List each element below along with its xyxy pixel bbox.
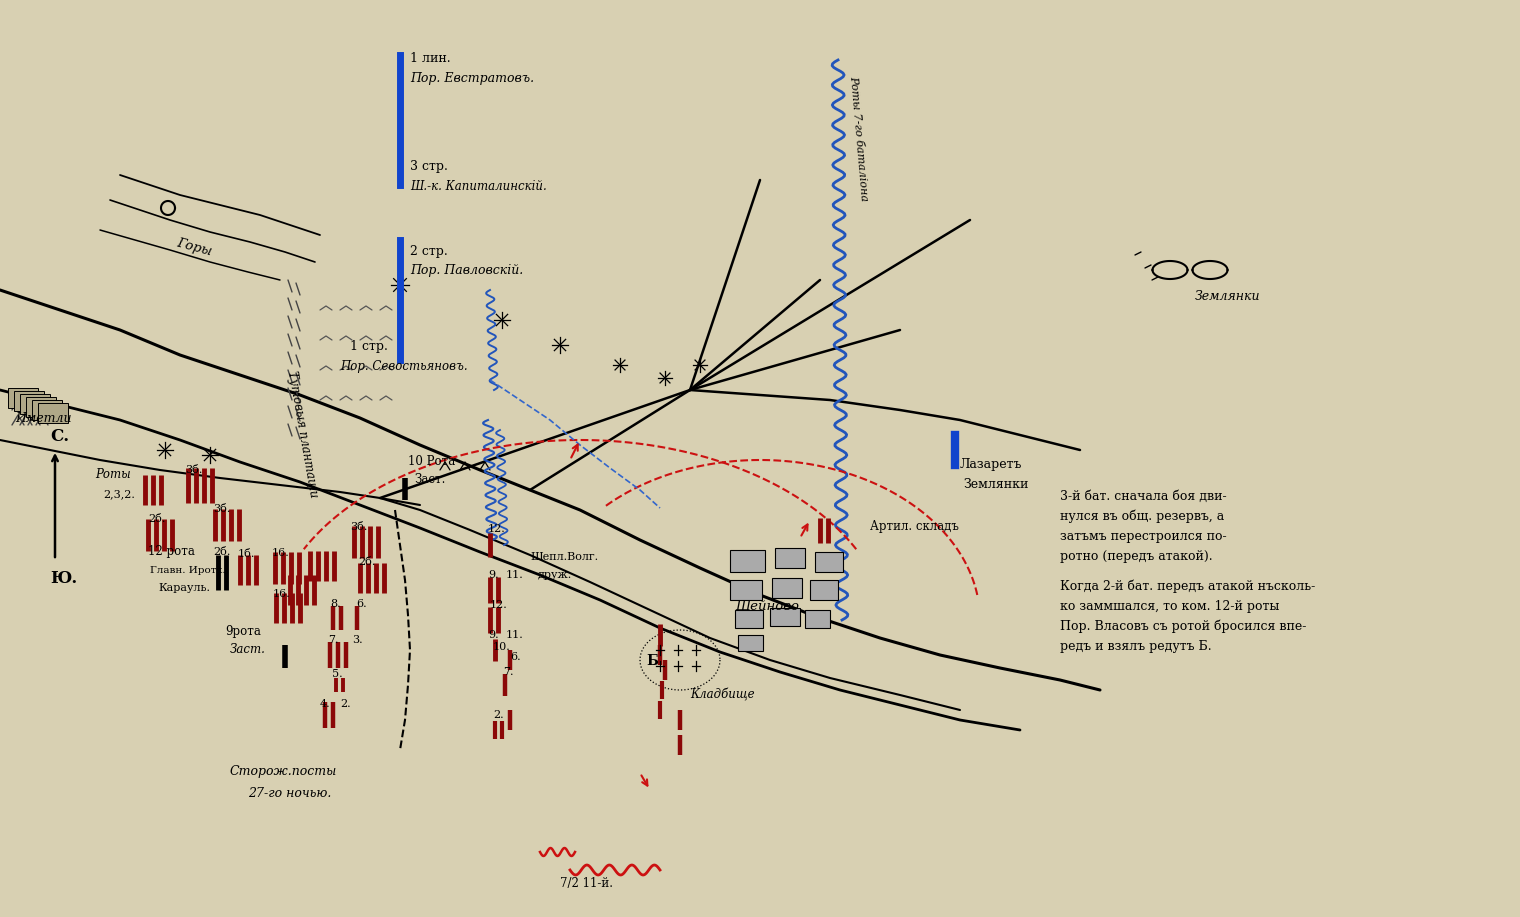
Text: 3 стр.: 3 стр. <box>410 160 448 173</box>
Bar <box>8 388 38 408</box>
Text: 2б.: 2б. <box>147 514 166 524</box>
Text: 2,3,2.: 2,3,2. <box>103 489 135 499</box>
Text: 16.: 16. <box>274 589 290 599</box>
Bar <box>14 391 44 411</box>
Text: 3.: 3. <box>353 635 363 645</box>
Text: 2.: 2. <box>340 699 351 709</box>
Text: Б: Б <box>646 654 658 668</box>
Text: Ш.-к. Капиталинскiй.: Ш.-к. Капиталинскiй. <box>410 180 547 193</box>
Text: Пор. Павловскiй.: Пор. Павловскiй. <box>410 264 523 277</box>
Text: Когда 2-й бат. передъ атакой нъсколь-: Когда 2-й бат. передъ атакой нъсколь- <box>1059 580 1315 593</box>
Text: 5.: 5. <box>331 669 342 679</box>
Text: Заст.: Заст. <box>413 473 445 486</box>
Bar <box>771 608 800 626</box>
Text: 2б.: 2б. <box>213 547 231 557</box>
Text: 11.: 11. <box>506 570 524 580</box>
Text: Заст.: Заст. <box>230 643 266 656</box>
Bar <box>32 400 62 420</box>
Bar <box>739 635 763 651</box>
Text: Сторож.посты: Сторож.посты <box>230 765 337 778</box>
Text: 2.: 2. <box>492 710 503 720</box>
Text: 11.: 11. <box>506 630 524 640</box>
Text: 1 стр.: 1 стр. <box>350 340 388 353</box>
Text: Шепл.Волг.: Шепл.Волг. <box>530 552 599 562</box>
Text: 6.: 6. <box>511 652 521 662</box>
Text: 6.: 6. <box>356 599 366 609</box>
Text: Землянки: Землянки <box>964 478 1029 491</box>
Text: Шейново: Шейново <box>736 600 800 613</box>
Text: 3-й бат. сначала боя дви-: 3-й бат. сначала боя дви- <box>1059 490 1227 503</box>
Text: Пор. Севостьяновъ.: Пор. Севостьяновъ. <box>340 360 468 373</box>
Text: 2 стр.: 2 стр. <box>410 245 448 258</box>
Text: 3б.: 3б. <box>213 504 231 514</box>
Text: 3б.: 3б. <box>350 522 368 532</box>
Text: 10 Рота: 10 Рота <box>407 455 456 468</box>
Text: 10.: 10. <box>492 642 511 652</box>
Text: 7/2 11-й.: 7/2 11-й. <box>559 877 613 890</box>
Text: 9рота: 9рота <box>225 625 261 638</box>
Text: затъмъ перестроился по-: затъмъ перестроился по- <box>1059 530 1227 543</box>
Text: Лазаретъ: Лазаретъ <box>961 458 1023 471</box>
Text: Карауль.: Карауль. <box>158 583 210 593</box>
Text: 4.: 4. <box>321 699 331 709</box>
Text: С.: С. <box>50 428 68 445</box>
Bar <box>26 397 56 417</box>
Text: 12 рота: 12 рота <box>147 545 195 558</box>
Bar <box>775 548 806 568</box>
Text: Роты 7-го баталiона: Роты 7-го баталiона <box>848 76 869 202</box>
Text: Пор. Евстратовъ.: Пор. Евстратовъ. <box>410 72 534 85</box>
Text: 7.: 7. <box>503 667 514 677</box>
Text: ротно (передъ атакой).: ротно (передъ атакой). <box>1059 550 1213 563</box>
Bar <box>730 550 765 572</box>
Text: 7.: 7. <box>328 635 339 645</box>
Text: ко заммшался, то ком. 12-й роты: ко заммшался, то ком. 12-й роты <box>1059 600 1280 613</box>
Text: Кладбище: Кладбище <box>690 688 754 701</box>
Text: 2б.: 2б. <box>359 557 375 567</box>
Text: 27-го ночью.: 27-го ночью. <box>248 787 331 800</box>
Text: 16.: 16. <box>272 548 290 558</box>
Text: Землянки: Землянки <box>1195 290 1260 303</box>
Text: Роты: Роты <box>96 468 131 481</box>
Text: Тутовыя плантацiи: Тутовыя плантацiи <box>286 370 321 499</box>
Bar <box>736 610 763 628</box>
Text: 3б.: 3б. <box>185 465 202 475</box>
Text: Пор. Власовъ съ ротой бросился впе-: Пор. Власовъ съ ротой бросился впе- <box>1059 620 1306 633</box>
Text: нулся въ общ. резервъ, а: нулся въ общ. резервъ, а <box>1059 510 1224 523</box>
Text: Горы: Горы <box>175 236 213 258</box>
Text: 1 лин.: 1 лин. <box>410 52 450 65</box>
Bar <box>730 580 762 600</box>
Text: Ю.: Ю. <box>50 570 78 587</box>
Text: редъ и взялъ редутъ Б.: редъ и взялъ редутъ Б. <box>1059 640 1211 653</box>
Text: 1б.: 1б. <box>239 549 255 559</box>
Bar <box>20 394 50 414</box>
Text: 8.: 8. <box>330 599 340 609</box>
Bar <box>38 403 68 423</box>
Bar <box>815 552 844 572</box>
Text: Артил. складъ: Артил. складъ <box>869 520 959 533</box>
Bar <box>806 610 830 628</box>
Text: 12.: 12. <box>488 524 506 534</box>
Text: 9.: 9. <box>488 570 499 580</box>
Text: Главн. Иротх.: Главн. Иротх. <box>150 566 225 575</box>
Text: Иметли: Иметли <box>15 412 71 425</box>
Bar <box>772 578 803 598</box>
Text: 9.: 9. <box>488 630 499 640</box>
Text: 12.: 12. <box>489 600 508 610</box>
Text: друж.: друж. <box>538 570 572 580</box>
Bar <box>810 580 838 600</box>
